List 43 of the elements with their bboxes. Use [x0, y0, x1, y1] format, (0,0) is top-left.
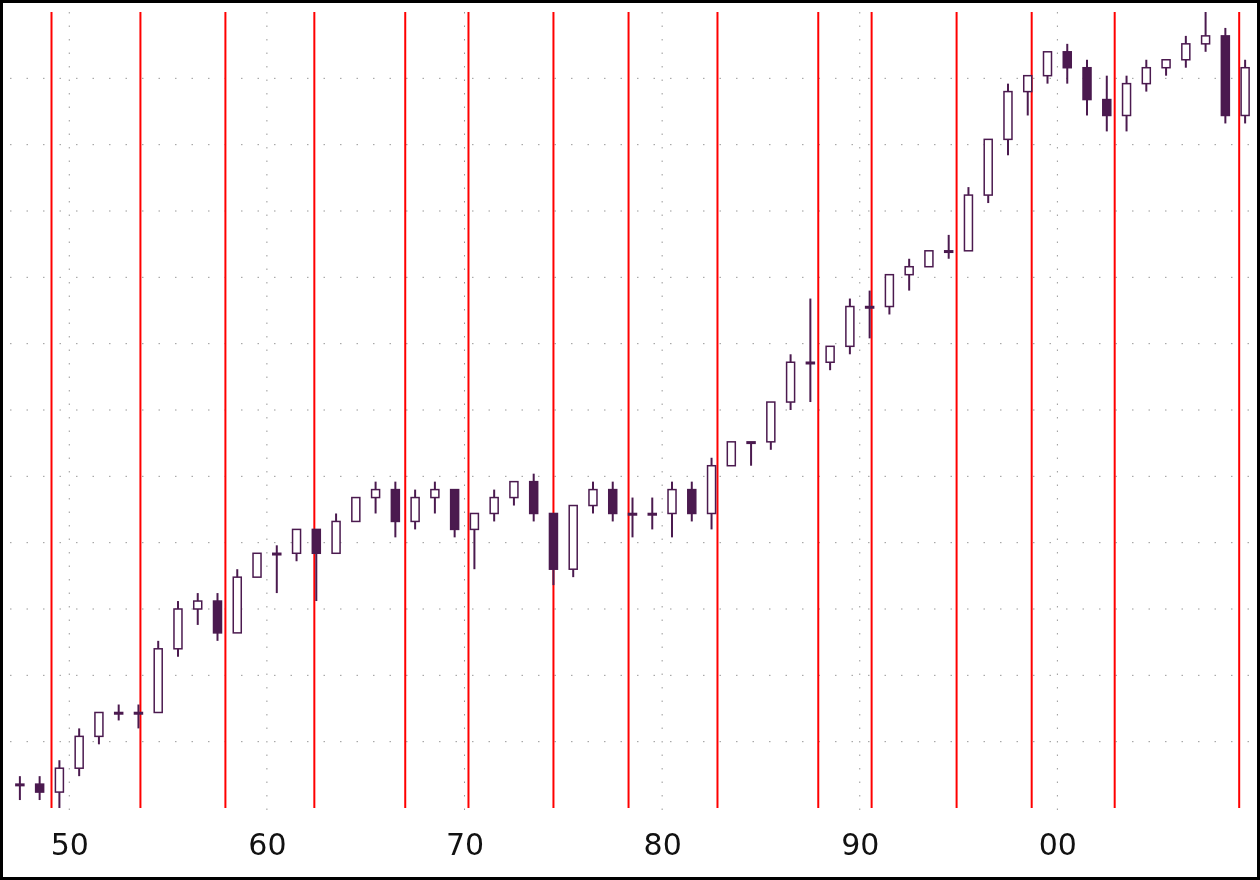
candlestick	[370, 480, 381, 515]
candlestick	[864, 289, 875, 340]
candlestick	[588, 480, 598, 515]
candlestick	[192, 592, 203, 626]
candlestick	[943, 233, 954, 260]
x-tick-label: 50	[50, 827, 89, 863]
candlestick	[667, 480, 677, 539]
candlestick	[607, 480, 618, 523]
candlestick	[34, 775, 45, 802]
candlestick	[1141, 58, 1152, 93]
x-tick-label: 90	[841, 827, 880, 863]
candlestick	[1062, 42, 1073, 85]
candlestick	[1102, 74, 1112, 133]
candlestick	[726, 441, 737, 467]
candlestick	[252, 552, 262, 578]
x-tick-label: 00	[1038, 827, 1077, 863]
candlestick	[54, 759, 65, 809]
candlestick	[1042, 50, 1053, 85]
candlestick	[15, 775, 25, 802]
x-tick-label: 80	[643, 827, 682, 863]
candlestick	[825, 345, 835, 372]
candlestick	[687, 480, 697, 523]
candlestick	[904, 257, 914, 292]
candlestick	[291, 528, 302, 563]
candlestick	[133, 703, 144, 730]
x-tick-label: 70	[445, 827, 485, 863]
candlestick	[647, 496, 658, 531]
candlestick	[746, 440, 756, 467]
candlestick	[1181, 34, 1191, 69]
candlestick	[489, 488, 499, 523]
candlestick	[351, 496, 361, 523]
candlestick	[805, 297, 816, 404]
candlestick	[94, 711, 104, 746]
candlestick	[1022, 74, 1033, 117]
candlestick	[410, 488, 420, 531]
x-tick-label: 60	[248, 827, 287, 863]
candlestick	[430, 480, 440, 515]
candlestick	[627, 496, 638, 539]
candlestick	[1200, 11, 1211, 53]
candlestick	[272, 544, 282, 595]
candlestick	[509, 480, 519, 507]
candlestick	[469, 512, 480, 571]
candlestick	[311, 528, 322, 603]
